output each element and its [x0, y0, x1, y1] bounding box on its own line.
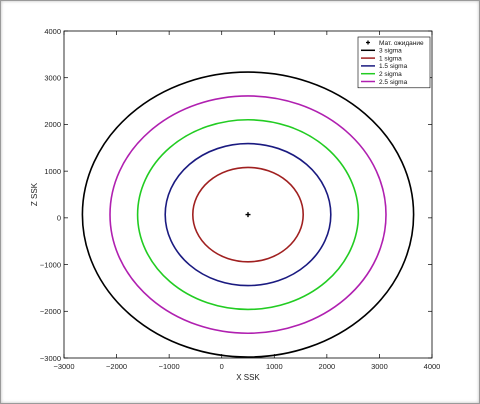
ellipse-2-sigma [136, 118, 360, 311]
y-tick-label: −2000 [40, 307, 61, 316]
x-tick-label: 4000 [424, 362, 441, 371]
legend-entry-label: 1 sigma [379, 55, 402, 62]
mean-point-marker [245, 212, 251, 218]
legend-marker-mean [366, 40, 370, 45]
y-tick-label: −1000 [40, 260, 61, 269]
y-tick-label: 4000 [44, 27, 61, 36]
ellipse-1-sigma [192, 166, 305, 263]
legend-entry-label: 2 sigma [379, 71, 402, 78]
mean-point-plus [245, 212, 251, 218]
x-tick-label: 0 [220, 362, 224, 371]
x-axis-label: X SSK [236, 373, 260, 382]
ellipse-series-group [81, 71, 415, 358]
y-tick-label: 1000 [44, 167, 61, 176]
ellipse-3-sigma [81, 71, 415, 358]
x-tick-label: 1000 [266, 362, 283, 371]
x-tick-label: −3000 [53, 362, 74, 371]
axis-ticks-group: −3000 −2000 −1000 0 1000 2000 3000 4000 −3000 −20… [40, 27, 440, 371]
legend-entry-label: 2.5 sigma [379, 79, 408, 86]
y-axis-label: Z SSK [30, 182, 39, 206]
x-tick-label: 2000 [319, 362, 336, 371]
legend-box [357, 36, 431, 89]
y-tick-label: 3000 [44, 74, 61, 83]
x-tick-label: −1000 [159, 362, 180, 371]
legend-entry-label: Мат. ожидание [379, 40, 424, 47]
y-tick-label: 2000 [44, 120, 61, 129]
legend-entry-label: 1.5 sigma [379, 63, 408, 70]
y-tick-label: −3000 [40, 354, 61, 363]
ellipse-1-5-sigma [164, 142, 332, 287]
axes-box [63, 30, 433, 359]
x-tick-label: −2000 [106, 362, 127, 371]
legend-entry-label: 3 sigma [379, 48, 402, 55]
ellipse-2-5-sigma [109, 95, 387, 335]
x-tick-label: 3000 [371, 362, 388, 371]
y-tick-label: 0 [57, 214, 61, 223]
